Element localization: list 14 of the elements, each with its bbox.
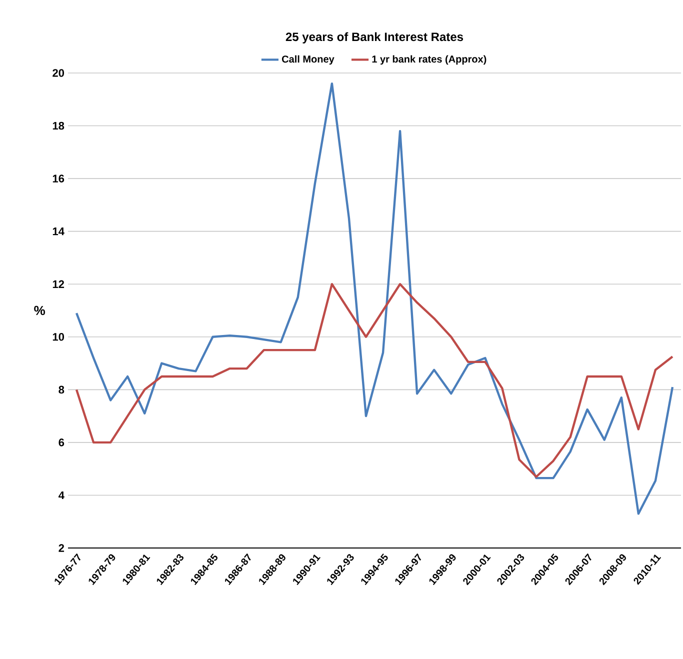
y-tick-label: 14 <box>52 228 64 236</box>
legend-label: Call Money <box>282 55 334 65</box>
y-tick-label: 8 <box>58 386 64 394</box>
y-tick-label: 2 <box>58 544 64 552</box>
y-tick-label: 12 <box>52 280 64 288</box>
y-axis-title: % <box>34 306 46 316</box>
y-tick-label: 16 <box>52 174 64 182</box>
y-tick-label: 4 <box>58 491 64 500</box>
y-tick-label: 6 <box>58 438 64 446</box>
y-tick-label: 10 <box>52 333 64 341</box>
y-tick-label: 18 <box>52 122 64 130</box>
y-tick-label: 20 <box>52 69 64 77</box>
legend-label: 1 yr bank rates (Approx) <box>372 55 486 65</box>
chart-title: 25 years of Bank Interest Rates <box>286 32 464 44</box>
